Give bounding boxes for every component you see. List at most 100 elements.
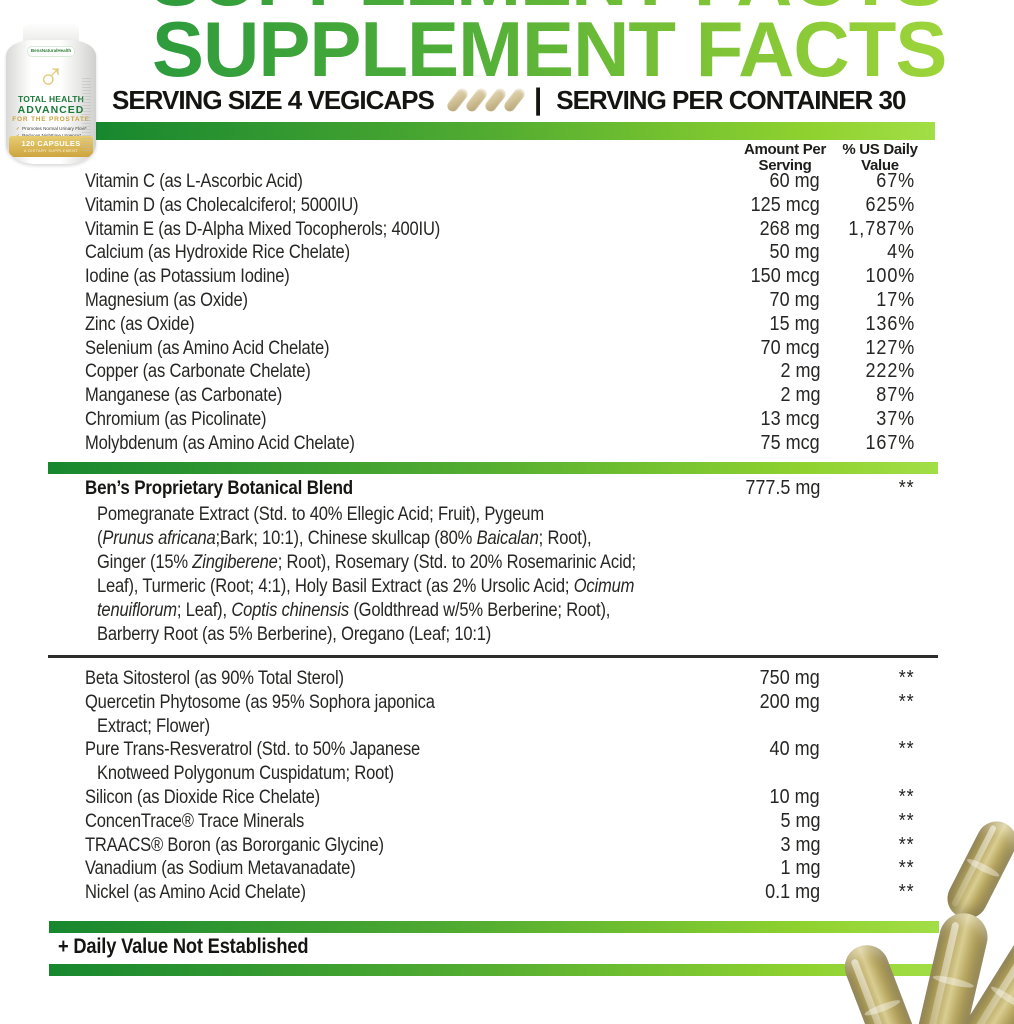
capsule-icon bbox=[464, 86, 489, 114]
ingredient-amount: 75 mcg bbox=[760, 431, 820, 454]
ingredient-daily-value: 625% bbox=[865, 193, 915, 216]
daily-value-note: + Daily Value Not Established bbox=[58, 935, 309, 958]
ingredient-amount: 125 mcg bbox=[750, 193, 820, 216]
ingredient-name: Zinc (as Oxide) bbox=[85, 313, 195, 335]
ingredient-amount: 70 mg bbox=[769, 288, 820, 311]
column-header-amount: Amount Per Serving bbox=[743, 141, 826, 174]
ingredient-amount: 60 mg bbox=[769, 170, 820, 192]
label-side-text-decoration bbox=[82, 78, 91, 152]
table-row: Iodine (as Potassium Iodine) 150 mcg 100% bbox=[48, 265, 915, 289]
ingredient-amount: 50 mg bbox=[769, 241, 820, 264]
ingredient-name: Chromium (as Picolinate) bbox=[85, 408, 267, 430]
ingredient-daily-value: 37% bbox=[876, 407, 915, 430]
ingredient-daily-value: ** bbox=[899, 833, 915, 856]
table-row: Vanadium (as Sodium Metavanadate) 1 mg ** bbox=[48, 857, 915, 881]
table-row: Manganese (as Carbonate) 2 mg 87% bbox=[48, 384, 915, 408]
serving-size-label: SERVING SIZE 4 VEGICAPS bbox=[112, 84, 435, 115]
blend-name: Ben’s Proprietary Botanical Blend bbox=[85, 477, 353, 499]
ingredient-amount: 3 mg bbox=[779, 833, 820, 856]
ingredient-name: Vitamin C (as L-Ascorbic Acid) bbox=[85, 171, 303, 192]
table-row: Chromium (as Picolinate) 13 mcg 37% bbox=[48, 408, 915, 432]
ingredient-amount: 150 mcg bbox=[750, 265, 820, 288]
ingredient-name: Silicon (as Dioxide Rice Chelate) bbox=[85, 786, 320, 808]
ingredient-amount: 750 mg bbox=[759, 667, 820, 689]
brand-logo: BensNaturalHealth bbox=[27, 46, 75, 57]
bottle-label: BensNaturalHealth ♂ TOTAL HEALTH ADVANCE… bbox=[6, 40, 96, 164]
capsule-photo-1 bbox=[940, 814, 1014, 926]
ingredient-name: Calcium (as Hydroxide Rice Chelate) bbox=[85, 242, 350, 264]
ingredient-daily-value: 4% bbox=[887, 241, 915, 264]
ingredient-name: Beta Sitosterol (as 90% Total Sterol) bbox=[85, 668, 344, 689]
ingredient-daily-value: ** bbox=[899, 738, 915, 761]
capsule-count: 120 CAPSULES bbox=[21, 139, 81, 148]
blend-description-line: tenuiflorum; Leaf), Coptis chinensis (Go… bbox=[97, 600, 611, 621]
ingredient-name: Nickel (as Amino Acid Chelate) bbox=[85, 882, 306, 904]
ingredient-daily-value: 167% bbox=[865, 431, 915, 454]
table-row: Molybdenum (as Amino Acid Chelate) 75 mcg… bbox=[48, 432, 915, 456]
table-row: Vitamin D (as Cholecalciferol; 5000IU) 12… bbox=[48, 194, 915, 218]
table-row: Vitamin E (as D-Alpha Mixed Tocopherols;… bbox=[48, 218, 915, 242]
ingredient-name: Vitamin E (as D-Alpha Mixed Tocopherols;… bbox=[85, 218, 441, 240]
ingredient-name: Magnesium (as Oxide) bbox=[85, 289, 248, 311]
ingredient-amount: 1 mg bbox=[779, 857, 820, 880]
male-symbol-icon: ♂ bbox=[6, 57, 96, 95]
blend-description-line: Pomegranate Extract (Std. to 40% Ellegic… bbox=[97, 504, 544, 525]
ingredient-amount: 15 mg bbox=[769, 312, 820, 335]
capsule-icon bbox=[445, 86, 470, 114]
ingredient-amount: 5 mg bbox=[779, 809, 820, 832]
capsule-icons bbox=[445, 86, 527, 114]
ingredient-name: Pure Trans-Resveratrol (Std. to 50% Japa… bbox=[85, 739, 421, 785]
blend-description-line: Ginger (15% Zingiberene; Root), Rosemary… bbox=[97, 552, 636, 573]
ingredient-daily-value: 17% bbox=[876, 288, 915, 311]
table-row: Beta Sitosterol (as 90% Total Sterol) 750… bbox=[48, 667, 915, 691]
column-header-daily-value: % US Daily Value bbox=[842, 141, 918, 174]
blend-amount: 777.5 mg bbox=[744, 477, 820, 499]
ingredient-name: ConcenTrace® Trace Minerals bbox=[85, 810, 305, 832]
table-row: Zinc (as Oxide) 15 mg 136% bbox=[48, 313, 915, 337]
ingredient-name: Iodine (as Potassium Iodine) bbox=[85, 266, 290, 288]
capsule-subtext: A DIETARY SUPPLEMENT bbox=[23, 149, 79, 153]
ingredient-name: Vanadium (as Sodium Metavanadate) bbox=[85, 858, 356, 880]
ingredient-daily-value: ** bbox=[899, 809, 915, 832]
ingredient-name: Selenium (as Amino Acid Chelate) bbox=[85, 337, 330, 359]
ingredient-daily-value: 1,787% bbox=[848, 217, 915, 240]
ingredient-amount: 0.1 mg bbox=[764, 881, 820, 904]
table-row: Pure Trans-Resveratrol (Std. to 50% Japa… bbox=[48, 738, 915, 786]
serving-info-line: SERVING SIZE 4 VEGICAPS | SERVING PER CO… bbox=[112, 82, 906, 118]
divider-rule-thin bbox=[48, 655, 938, 658]
ingredient-daily-value: 222% bbox=[865, 360, 915, 383]
blend-row: Ben’s Proprietary Botanical Blend 777.5 … bbox=[48, 477, 938, 501]
vitamins-minerals-table: Vitamin C (as L-Ascorbic Acid) 60 mg 67% Vi… bbox=[48, 170, 938, 456]
table-row: Copper (as Carbonate Chelate) 2 mg 222% bbox=[48, 360, 915, 384]
divider-bar-middle bbox=[48, 462, 938, 474]
ingredient-name: TRAACS® Boron (as Bororganic Glycine) bbox=[85, 834, 384, 856]
table-row: Magnesium (as Oxide) 70 mg 17% bbox=[48, 289, 915, 313]
ingredient-name: Manganese (as Carbonate) bbox=[85, 385, 283, 407]
ingredient-name: Molybdenum (as Amino Acid Chelate) bbox=[85, 432, 355, 454]
ingredient-daily-value: 127% bbox=[865, 336, 915, 359]
capsule-photo-3 bbox=[838, 938, 930, 1024]
blend-description-line: (Prunus africana;Bark; 10:1), Chinese sk… bbox=[97, 528, 592, 549]
ingredient-daily-value: 100% bbox=[865, 265, 915, 288]
product-name-line3: FOR THE PROSTATE bbox=[12, 116, 90, 123]
separator: | bbox=[533, 83, 543, 116]
ingredient-daily-value: ** bbox=[899, 667, 915, 689]
ingredient-amount: 2 mg bbox=[779, 360, 820, 383]
ingredient-amount: 268 mg bbox=[759, 217, 820, 240]
ingredient-name: Quercetin Phytosome (as 95% Sophora japo… bbox=[85, 691, 435, 737]
blend-description-line: Leaf), Turmeric (Root; 4:1), Holy Basil … bbox=[97, 576, 635, 597]
check-icon: ✓ bbox=[16, 133, 21, 138]
blend-description: Pomegranate Extract (Std. to 40% Ellegic… bbox=[97, 503, 716, 647]
table-row: TRAACS® Boron (as Bororganic Glycine) 3 m… bbox=[48, 834, 915, 858]
product-name-line1: TOTAL HEALTH bbox=[18, 94, 84, 104]
ingredient-daily-value: ** bbox=[899, 881, 915, 904]
capsule-icon bbox=[502, 86, 527, 114]
ingredient-amount: 10 mg bbox=[769, 785, 820, 808]
table-row: Quercetin Phytosome (as 95% Sophora japo… bbox=[48, 691, 915, 739]
bottle-benefit-line: ✓ Promotes Normal Urinary Flow* bbox=[16, 126, 87, 131]
ingredient-daily-value: ** bbox=[899, 785, 915, 808]
product-bottle-image: BensNaturalHealth ♂ TOTAL HEALTH ADVANCE… bbox=[6, 24, 96, 164]
product-name-line2: ADVANCED bbox=[17, 104, 85, 116]
check-icon: ✓ bbox=[16, 126, 22, 131]
